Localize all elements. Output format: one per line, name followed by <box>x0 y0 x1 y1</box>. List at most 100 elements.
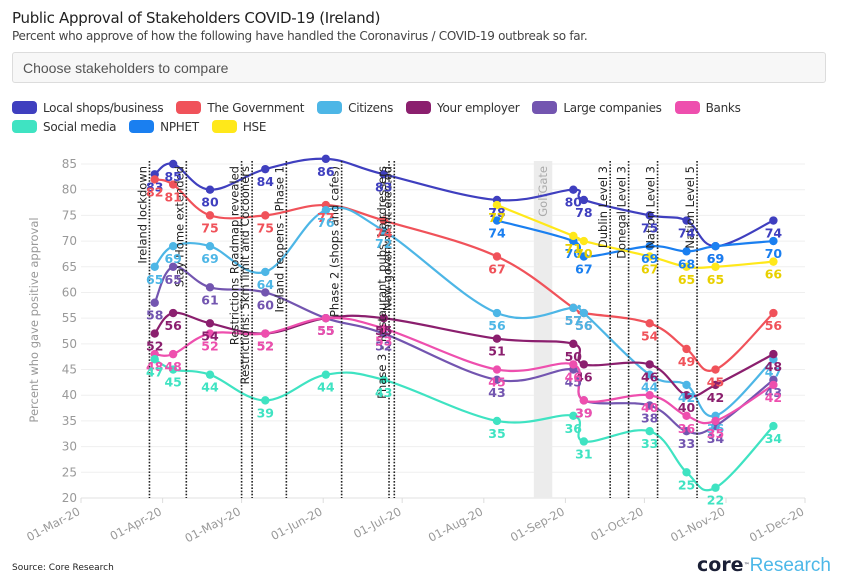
data-label: 65 <box>146 272 163 287</box>
data-label: 42 <box>678 390 695 405</box>
data-point <box>321 206 331 215</box>
data-point <box>569 231 578 241</box>
y-axis-label: Percent who gave positive approval <box>27 217 41 422</box>
data-point <box>379 226 388 235</box>
stakeholder-selector-placeholder: Choose stakeholders to compare <box>23 60 229 76</box>
data-point <box>569 303 578 313</box>
legend-label: Large companies <box>563 100 662 115</box>
data-label: 69 <box>641 251 658 266</box>
legend-item[interactable]: Banks <box>674 100 741 115</box>
data-label: 56 <box>164 318 182 333</box>
data-point <box>168 365 178 374</box>
legend-item[interactable]: The Government <box>176 101 304 115</box>
legend-swatch <box>674 101 700 114</box>
data-point <box>645 391 654 400</box>
data-point <box>168 262 178 271</box>
y-tick-label: 25 <box>62 465 77 479</box>
data-point <box>379 170 388 179</box>
data-point <box>769 257 778 266</box>
data-label: 48 <box>146 359 163 374</box>
data-label: 36 <box>678 421 696 436</box>
data-point <box>579 396 589 405</box>
data-label: 22 <box>707 493 724 508</box>
legend-swatch <box>12 120 37 133</box>
logo-tm: ™ <box>743 562 750 569</box>
data-label: 74 <box>765 226 783 241</box>
data-point <box>769 308 778 318</box>
data-label: 40 <box>641 400 659 415</box>
y-tick-label: 30 <box>62 440 77 454</box>
x-tick-label: 01-Nov-20 <box>668 504 727 544</box>
data-point <box>769 216 778 225</box>
data-label: 35 <box>707 426 724 441</box>
data-point <box>645 319 654 328</box>
annotation-label: Nation Level 3 <box>644 166 658 249</box>
data-point <box>769 236 778 246</box>
data-point <box>711 380 720 390</box>
legend-item[interactable]: Citizens <box>317 101 393 115</box>
data-label: 80 <box>201 195 219 210</box>
data-point <box>379 313 388 323</box>
legend-item[interactable]: NPHET <box>129 120 199 134</box>
data-point <box>150 355 159 364</box>
data-label: 72 <box>375 236 392 251</box>
annotation-label: Nation Level 5 <box>683 166 697 249</box>
data-point <box>682 411 691 420</box>
legend-item[interactable]: Social media <box>12 120 116 134</box>
legend-swatch <box>317 101 343 114</box>
data-label: 43 <box>375 385 392 400</box>
data-label: 42 <box>765 390 782 405</box>
y-axis: 20 25 30 35 40 45 50 55 60 65 70 75 80 85 <box>62 157 77 505</box>
data-label: 43 <box>765 385 782 400</box>
data-label: 55 <box>375 323 392 338</box>
data-point <box>205 185 215 194</box>
data-point <box>579 308 589 318</box>
data-point <box>379 324 388 333</box>
data-label: 35 <box>488 426 505 441</box>
legend-item[interactable]: Large companies <box>532 100 662 115</box>
data-point <box>379 375 388 385</box>
data-label: 55 <box>317 323 334 338</box>
data-label: 33 <box>641 436 658 451</box>
data-label: 52 <box>257 339 274 354</box>
data-point <box>682 247 691 256</box>
legend-item[interactable]: Your employer <box>406 101 520 115</box>
data-label: 68 <box>678 256 695 271</box>
y-tick-label: 65 <box>62 260 77 274</box>
data-label: 65 <box>678 272 695 287</box>
data-label: 55 <box>317 323 334 338</box>
data-label: 25 <box>678 477 695 492</box>
legend-swatch <box>532 101 558 114</box>
data-label: 75 <box>257 220 274 235</box>
data-point <box>682 262 691 271</box>
data-label: 81 <box>164 190 181 205</box>
data-point <box>645 242 654 251</box>
legend-item[interactable]: HSE <box>211 119 267 134</box>
data-label: 61 <box>201 292 218 307</box>
annotation-label: GolfGate <box>536 166 550 217</box>
legend-label: HSE <box>242 119 267 134</box>
data-point <box>645 427 654 436</box>
data-label: 45 <box>488 375 505 390</box>
data-label: 52 <box>201 339 218 354</box>
legend-label: NPHET <box>160 119 199 134</box>
stakeholder-selector[interactable]: Choose stakeholders to compare <box>12 52 826 83</box>
legend-label: Banks <box>705 100 741 115</box>
data-point <box>682 380 691 390</box>
data-label: 77 <box>488 210 505 225</box>
logo-core: core <box>697 554 744 576</box>
annotation-label: Phase 2 (shops and cafes) <box>328 166 342 317</box>
data-label: 36 <box>565 421 583 436</box>
data-label: 69 <box>707 251 724 266</box>
series-lines <box>150 154 778 492</box>
data-label: 36 <box>707 421 725 436</box>
annotation-label: Ireland reopens - Phase 1 <box>272 166 286 312</box>
data-label: 50 <box>565 349 583 364</box>
legend-item[interactable]: Local shops/business <box>12 101 164 115</box>
data-label: 67 <box>641 261 658 276</box>
data-label: 46 <box>575 369 593 384</box>
data-point <box>492 308 502 318</box>
data-point <box>492 365 502 374</box>
data-point <box>168 180 178 189</box>
data-point <box>711 262 720 271</box>
